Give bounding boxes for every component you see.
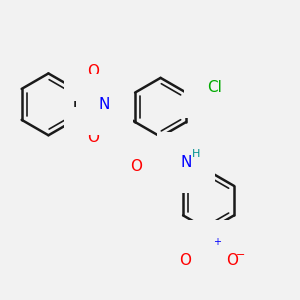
Text: O: O	[87, 130, 99, 145]
Text: +: +	[213, 237, 221, 247]
Text: N: N	[203, 243, 214, 258]
Text: O: O	[130, 159, 142, 174]
Text: H: H	[192, 149, 200, 159]
Text: −: −	[236, 250, 246, 260]
Text: N: N	[180, 155, 192, 170]
Text: O: O	[179, 253, 191, 268]
Text: N: N	[99, 97, 110, 112]
Text: Cl: Cl	[207, 80, 222, 95]
Text: O: O	[226, 253, 238, 268]
Text: O: O	[87, 64, 99, 79]
